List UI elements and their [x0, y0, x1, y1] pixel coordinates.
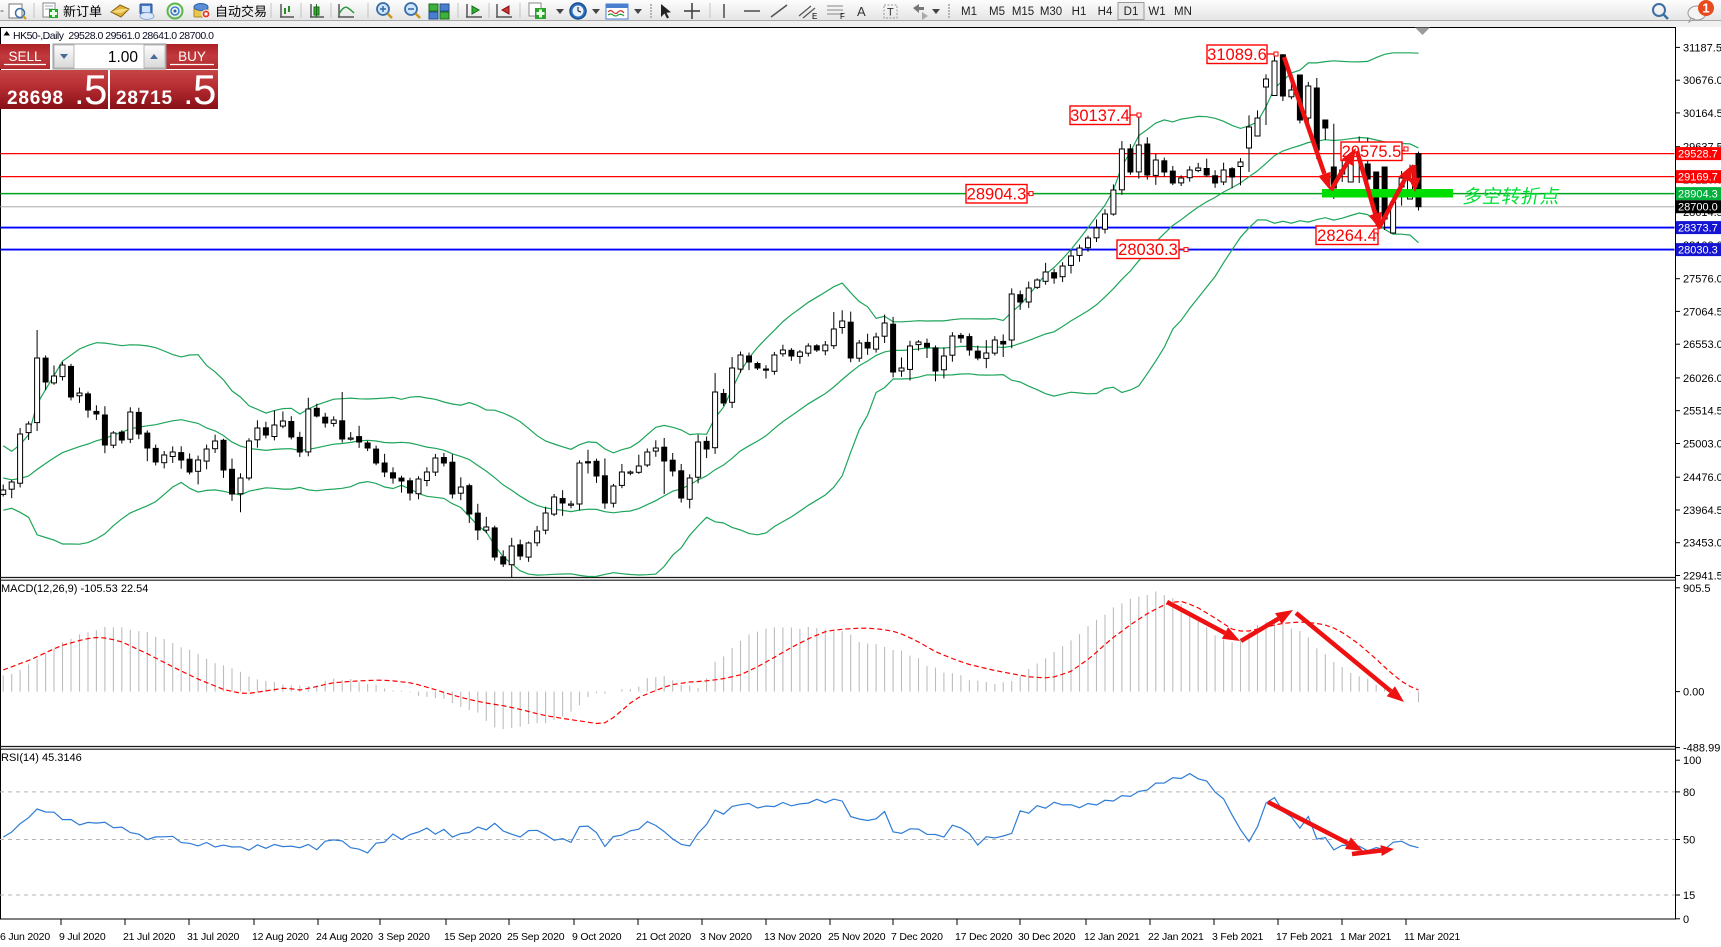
svg-text:12 Jan 2021: 12 Jan 2021 — [1084, 931, 1140, 943]
svg-text:17 Dec 2020: 17 Dec 2020 — [955, 931, 1013, 943]
svg-text:28373.7: 28373.7 — [1678, 223, 1718, 235]
svg-text:30137.4: 30137.4 — [1070, 107, 1130, 125]
svg-text:22 Jan 2021: 22 Jan 2021 — [1148, 931, 1204, 943]
svg-text:13 Nov 2020: 13 Nov 2020 — [764, 931, 822, 943]
svg-text:24476.0: 24476.0 — [1683, 472, 1721, 484]
svg-text:80: 80 — [1683, 787, 1695, 799]
svg-text:3 Feb 2021: 3 Feb 2021 — [1212, 931, 1263, 943]
svg-text:BUY: BUY — [178, 49, 206, 64]
svg-text:25 Sep 2020: 25 Sep 2020 — [507, 931, 565, 943]
svg-text:SELL: SELL — [8, 49, 42, 64]
svg-text:31187.5: 31187.5 — [1683, 42, 1721, 54]
svg-text:H4: H4 — [1098, 6, 1113, 18]
svg-text:30164.5: 30164.5 — [1683, 108, 1721, 120]
svg-text:29528.7: 29528.7 — [1678, 149, 1718, 161]
svg-text:26026.0: 26026.0 — [1683, 373, 1721, 385]
svg-text:27064.5: 27064.5 — [1683, 306, 1721, 318]
svg-text:T: T — [887, 7, 894, 19]
svg-text:5: 5 — [84, 66, 107, 113]
svg-text:25 Nov 2020: 25 Nov 2020 — [828, 931, 886, 943]
svg-text:28700.0: 28700.0 — [1678, 202, 1718, 214]
svg-text:28904.3: 28904.3 — [967, 186, 1027, 204]
svg-text:15: 15 — [1683, 890, 1695, 902]
svg-text:28904.3: 28904.3 — [1678, 189, 1718, 201]
svg-text:28698: 28698 — [7, 88, 64, 109]
svg-text:9 Oct 2020: 9 Oct 2020 — [572, 931, 622, 943]
svg-text:5: 5 — [193, 66, 216, 113]
svg-text:12 Aug 2020: 12 Aug 2020 — [252, 931, 309, 943]
svg-text:100: 100 — [1683, 755, 1701, 767]
svg-text:1.00: 1.00 — [108, 49, 139, 66]
svg-text:28264.4: 28264.4 — [1317, 227, 1377, 245]
svg-text:M30: M30 — [1040, 6, 1062, 18]
svg-text:31089.6: 31089.6 — [1207, 46, 1267, 64]
svg-text:30 Dec 2020: 30 Dec 2020 — [1018, 931, 1076, 943]
svg-text:24 Aug 2020: 24 Aug 2020 — [316, 931, 373, 943]
svg-text:9 Jul 2020: 9 Jul 2020 — [59, 931, 106, 943]
svg-text:50: 50 — [1683, 835, 1695, 847]
svg-text:28715: 28715 — [116, 88, 173, 109]
svg-text:25514.5: 25514.5 — [1683, 406, 1721, 418]
svg-text:M15: M15 — [1012, 6, 1034, 18]
svg-text:.: . — [76, 83, 83, 110]
svg-text:HK50-,Daily 29528.0 29561.0 2: HK50-,Daily 29528.0 29561.0 28641.0 2870… — [13, 30, 214, 42]
svg-text:11 Mar 2021: 11 Mar 2021 — [1404, 931, 1460, 943]
svg-text:1: 1 — [1702, 1, 1709, 16]
svg-text:1 Mar 2021: 1 Mar 2021 — [1340, 931, 1391, 943]
svg-text:25003.0: 25003.0 — [1683, 439, 1721, 451]
svg-text:MACD(12,26,9) -105.53 22.54: MACD(12,26,9) -105.53 22.54 — [1, 583, 148, 595]
svg-text:27576.0: 27576.0 — [1683, 274, 1721, 286]
svg-text:23964.5: 23964.5 — [1683, 505, 1721, 517]
svg-text:15 Sep 2020: 15 Sep 2020 — [444, 931, 502, 943]
svg-text:22941.5: 22941.5 — [1683, 571, 1721, 583]
svg-text:28030.3: 28030.3 — [1678, 245, 1718, 257]
svg-text:31 Jul 2020: 31 Jul 2020 — [187, 931, 239, 943]
svg-text:17 Feb 2021: 17 Feb 2021 — [1276, 931, 1333, 943]
svg-text:30676.0: 30676.0 — [1683, 75, 1721, 87]
svg-text:21 Oct 2020: 21 Oct 2020 — [636, 931, 691, 943]
svg-text:0.00: 0.00 — [1683, 687, 1704, 699]
svg-text:D1: D1 — [1124, 6, 1139, 18]
svg-text:6 Jun 2020: 6 Jun 2020 — [0, 931, 50, 943]
svg-text:0: 0 — [1683, 914, 1689, 926]
svg-text:W1: W1 — [1148, 6, 1165, 18]
svg-text:905.5: 905.5 — [1683, 583, 1711, 595]
svg-text:21 Jul 2020: 21 Jul 2020 — [123, 931, 175, 943]
svg-text:A: A — [857, 4, 866, 19]
svg-text:.: . — [185, 83, 192, 110]
svg-text:MN: MN — [1174, 6, 1192, 18]
svg-text:3 Sep 2020: 3 Sep 2020 — [378, 931, 430, 943]
svg-text:-: - — [0, 3, 4, 17]
svg-text:3 Nov 2020: 3 Nov 2020 — [700, 931, 752, 943]
svg-text:F: F — [840, 12, 845, 21]
svg-text:28030.3: 28030.3 — [1118, 241, 1178, 259]
svg-text:H1: H1 — [1072, 6, 1087, 18]
svg-text:29169.7: 29169.7 — [1678, 172, 1718, 184]
svg-text:E: E — [812, 12, 817, 21]
svg-text:26553.0: 26553.0 — [1683, 339, 1721, 351]
svg-text:23453.0: 23453.0 — [1683, 538, 1721, 550]
svg-text:M5: M5 — [989, 6, 1005, 18]
svg-text:RSI(14) 45.3146: RSI(14) 45.3146 — [1, 752, 82, 764]
svg-text:7 Dec 2020: 7 Dec 2020 — [891, 931, 943, 943]
svg-text:M1: M1 — [961, 6, 977, 18]
svg-text:-488.99: -488.99 — [1683, 743, 1720, 755]
